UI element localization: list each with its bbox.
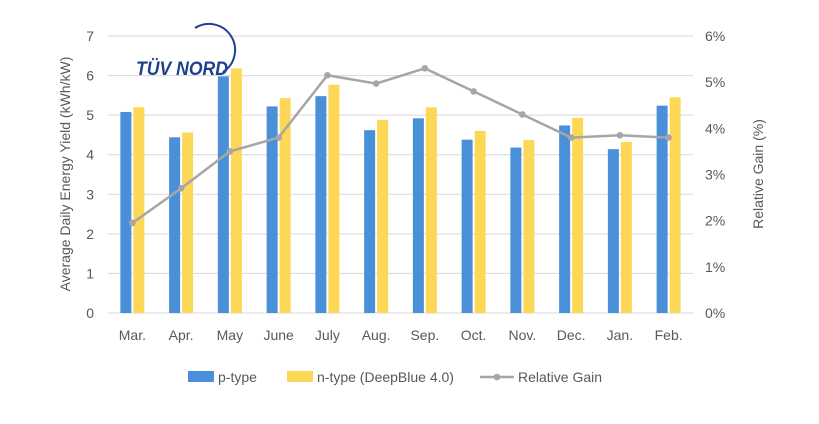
x-tick-label: Nov. bbox=[509, 327, 537, 343]
grid-lines bbox=[108, 35, 693, 314]
relative-gain-point-7 bbox=[470, 88, 477, 95]
y2-tick-label: 3% bbox=[705, 167, 725, 183]
bar-p-type-6 bbox=[412, 118, 424, 314]
bar-n-type-7 bbox=[474, 130, 486, 313]
bar-n-type-11 bbox=[669, 97, 681, 313]
relative-gain-point-4 bbox=[324, 71, 331, 79]
x-tick-label: June bbox=[263, 327, 294, 343]
y-tick-label: 4 bbox=[86, 147, 94, 163]
relative-gain-point-11 bbox=[665, 134, 672, 141]
bar-p-type-8 bbox=[510, 147, 522, 313]
bar-p-type-9 bbox=[559, 125, 571, 313]
x-tick-label: Mar. bbox=[119, 327, 146, 343]
y2-tick-label: 6% bbox=[705, 28, 725, 44]
legend-label-n-type: n-type (DeepBlue 4.0) bbox=[317, 369, 454, 385]
y-tick-label: 1 bbox=[86, 265, 94, 281]
bar-p-type-5 bbox=[364, 130, 376, 313]
x-tick-label: Feb. bbox=[655, 327, 683, 343]
relative-gain-point-3 bbox=[275, 134, 282, 141]
bar-p-type-10 bbox=[607, 149, 619, 313]
y2-tick-label: 5% bbox=[705, 74, 725, 90]
x-tick-label: Jan. bbox=[607, 327, 633, 343]
x-tick-label: Aug. bbox=[362, 327, 391, 343]
logo-text: TÜV NORD bbox=[136, 59, 228, 80]
bar-n-type-2 bbox=[230, 68, 242, 313]
y2-axis-title: Relative Gain (%) bbox=[750, 119, 766, 229]
bar-n-type-4 bbox=[328, 84, 340, 314]
x-tick-label: Oct. bbox=[461, 327, 487, 343]
bar-n-type-3 bbox=[279, 98, 291, 314]
bar-n-type-6 bbox=[425, 107, 437, 313]
y-tick-label: 5 bbox=[86, 107, 94, 123]
relative-gain-point-0 bbox=[129, 219, 136, 227]
bar-p-type-1 bbox=[169, 137, 181, 313]
bar-n-type-10 bbox=[620, 142, 632, 313]
relative-gain-point-1 bbox=[177, 185, 185, 192]
bar-p-type-3 bbox=[266, 106, 278, 314]
y2-tick-label: 0% bbox=[705, 305, 725, 321]
bar-n-type-5 bbox=[377, 119, 389, 314]
legend-label-relative-gain: Relative Gain bbox=[518, 369, 602, 385]
relative-gain-point-10 bbox=[616, 131, 624, 139]
axes: 0 1 2 3 4 5 6 7 0% 1% 2% 3% 4% 5% 6% Mar. Apr. May June Jul… bbox=[86, 28, 725, 343]
x-tick-label: July bbox=[315, 327, 340, 343]
y-tick-label: 0 bbox=[86, 305, 94, 321]
x-tick-label: Apr. bbox=[169, 327, 194, 343]
y2-tick-label: 1% bbox=[705, 259, 725, 275]
x-tick-label: Sep. bbox=[410, 327, 439, 343]
relative-gain-point-9 bbox=[567, 134, 575, 141]
logo-arc-icon bbox=[194, 22, 237, 73]
tuv-nord-logo: TÜV NORD bbox=[136, 22, 237, 80]
legend: p-type n-type (DeepBlue 4.0) Relative Gain bbox=[188, 369, 602, 385]
bar-n-type-1 bbox=[182, 132, 194, 313]
legend-swatch-p-type bbox=[188, 371, 214, 382]
relative-gain-point-5 bbox=[372, 80, 380, 87]
y-tick-label: 7 bbox=[86, 28, 94, 44]
relative-gain-line bbox=[129, 65, 672, 227]
x-tick-label: Dec. bbox=[557, 327, 586, 343]
relative-gain-point-6 bbox=[421, 65, 429, 72]
bar-n-type-8 bbox=[523, 140, 535, 313]
relative-gain-point-8 bbox=[519, 111, 526, 118]
y2-tick-label: 4% bbox=[705, 120, 725, 136]
bar-p-type-11 bbox=[656, 105, 668, 313]
relative-gain-polyline bbox=[131, 66, 669, 224]
x-tick-label: May bbox=[217, 327, 243, 343]
bars bbox=[120, 68, 681, 314]
legend-swatch-relative-gain-dot bbox=[493, 373, 501, 381]
bar-p-type-4 bbox=[315, 96, 327, 313]
bar-p-type-2 bbox=[217, 76, 229, 313]
y-tick-label: 3 bbox=[86, 186, 94, 202]
y-tick-label: 2 bbox=[86, 226, 94, 242]
bar-n-type-9 bbox=[572, 117, 584, 313]
relative-gain-point-2 bbox=[226, 148, 234, 155]
y-axis-title: Average Daily Energy Yield (kWh/kW) bbox=[57, 57, 73, 292]
bar-p-type-0 bbox=[120, 111, 132, 313]
legend-swatch-n-type bbox=[287, 371, 313, 382]
y-tick-label: 6 bbox=[86, 68, 94, 84]
bar-p-type-7 bbox=[461, 139, 473, 313]
y2-tick-label: 2% bbox=[705, 213, 725, 229]
bar-n-type-0 bbox=[133, 107, 145, 313]
legend-label-p-type: p-type bbox=[218, 369, 257, 385]
